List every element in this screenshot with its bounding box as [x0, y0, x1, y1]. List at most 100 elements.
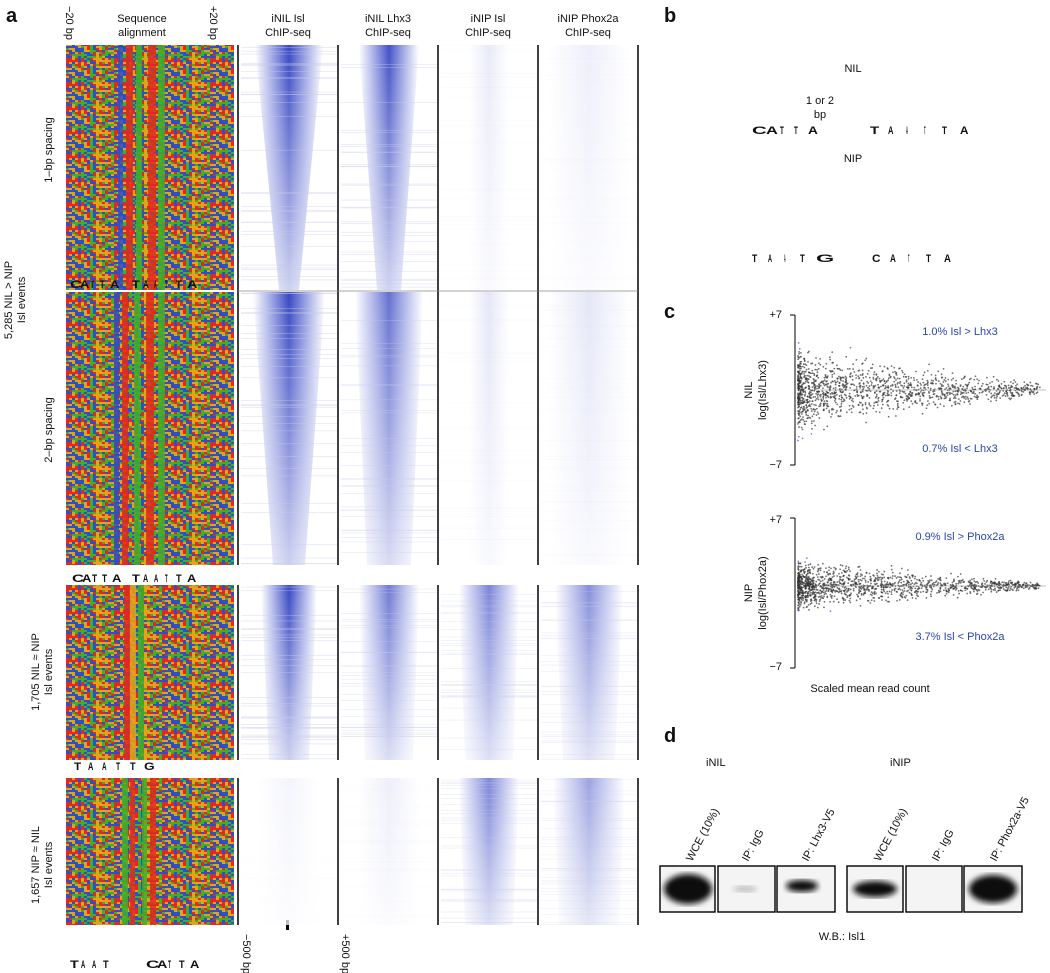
scatter-point	[830, 396, 833, 399]
scatter-point	[800, 418, 803, 421]
scatter-point	[930, 575, 932, 577]
scatter-point	[990, 392, 993, 395]
scatter-point	[945, 592, 948, 595]
scatter-point	[805, 368, 808, 371]
scatter-point	[878, 411, 881, 414]
scatter-point	[933, 581, 935, 584]
scatter-point	[798, 367, 801, 370]
scatter-point	[817, 387, 820, 390]
scatter-point	[806, 409, 809, 412]
scatter-point	[1008, 397, 1011, 400]
scatter-point	[811, 566, 814, 569]
scatter-point	[849, 578, 851, 581]
scatter-point	[803, 601, 806, 604]
scatter-point	[949, 584, 952, 586]
scatter-point	[887, 405, 890, 407]
scatter-point	[895, 577, 898, 579]
scatter-point	[802, 370, 804, 373]
scatter-point	[881, 370, 884, 372]
scatter-point	[976, 398, 979, 401]
scatter-point	[834, 394, 836, 397]
scatter-point	[848, 408, 851, 411]
scatter-point	[968, 381, 971, 384]
scatter-point	[879, 390, 882, 393]
lane-label: IP: IgG	[740, 828, 767, 864]
scatter-point	[806, 379, 809, 382]
scatter-point	[817, 591, 820, 594]
scatter-point	[849, 597, 852, 600]
scatter-point	[857, 578, 860, 581]
scatter-point	[805, 585, 808, 588]
scatter-point	[887, 377, 890, 380]
scatter-point	[1015, 385, 1017, 387]
scatter-point	[884, 387, 886, 390]
scatter-point	[849, 588, 852, 591]
scatter-point	[870, 591, 873, 594]
scatter-point	[870, 384, 873, 386]
scatter-point	[899, 572, 901, 575]
scatter-point	[815, 586, 817, 589]
scatter-point	[819, 363, 822, 366]
scatter-point	[896, 377, 899, 380]
scatter-point	[903, 587, 906, 590]
scatter-point	[884, 394, 887, 397]
scatter-point	[869, 404, 872, 407]
scatter-point	[883, 391, 886, 394]
spacing-label: bp	[814, 109, 826, 121]
scatter-point	[1002, 390, 1005, 392]
scatter-point	[982, 591, 984, 594]
scatter-point	[806, 398, 809, 401]
scatter-point	[983, 580, 986, 582]
scatter-point	[831, 576, 834, 579]
scatter-point	[909, 395, 912, 398]
scatter-point	[893, 380, 896, 383]
y-tick-label: +7	[769, 514, 782, 526]
scatter-point	[805, 574, 808, 577]
scatter-point	[844, 375, 847, 378]
scatter-point	[966, 592, 969, 595]
scatter-point	[826, 404, 828, 407]
scatter-point	[857, 566, 860, 568]
scatter-point	[814, 597, 817, 600]
scatter-point	[1022, 584, 1025, 586]
scatter-point	[1009, 589, 1011, 592]
logo-letter: T	[90, 279, 95, 291]
scatter-point	[868, 376, 871, 379]
scatter-point	[805, 600, 808, 603]
scatter-point	[887, 583, 890, 586]
scatter-point	[822, 380, 825, 383]
scatter-point	[992, 387, 995, 390]
scatter-point	[870, 577, 872, 580]
scatter-point	[874, 401, 877, 404]
logo-letter: A	[143, 279, 149, 292]
scatter-point	[871, 367, 874, 369]
scatter-point	[844, 567, 847, 570]
scatter-point	[837, 375, 840, 378]
scatter-point	[897, 381, 899, 384]
signal-fade	[539, 45, 639, 290]
scatter-point	[886, 400, 888, 403]
scatter-point	[930, 590, 933, 593]
scatter-point	[819, 395, 822, 398]
scatter-point	[798, 371, 800, 373]
scatter-point	[817, 376, 820, 379]
scatter-point	[877, 578, 880, 581]
scatter-point	[827, 392, 830, 394]
scatter-point	[943, 379, 946, 381]
scatter-point	[892, 390, 894, 393]
scatter-point	[823, 428, 825, 431]
scatter-point	[797, 604, 800, 607]
scatter-point	[981, 382, 984, 385]
scatter-point	[808, 400, 811, 403]
scatter-point	[953, 395, 956, 398]
scatter-point	[873, 580, 875, 583]
scatter-point	[807, 575, 810, 578]
scatter-point	[930, 587, 933, 590]
scatter-point	[804, 594, 807, 597]
scatter-point	[876, 577, 879, 580]
scatter-point	[963, 401, 966, 404]
scatter-point	[980, 593, 982, 596]
scatter-point	[867, 589, 869, 591]
scatter-point	[1022, 587, 1025, 590]
